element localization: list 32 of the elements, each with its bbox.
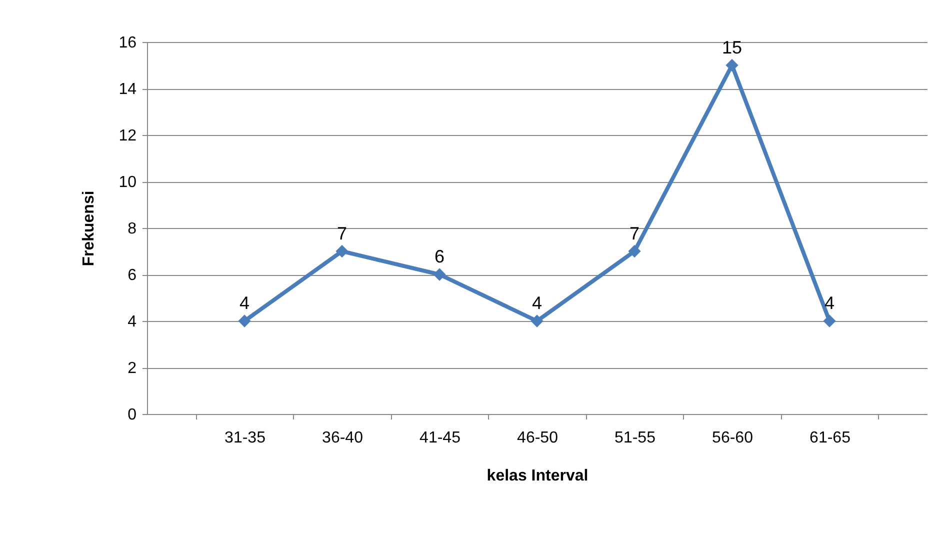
data-label: 7 <box>629 223 640 244</box>
point <box>823 314 836 328</box>
x-tick-label: 36-40 <box>322 430 364 446</box>
x-tick-label: 51-55 <box>614 430 656 446</box>
y-tick-label: 6 <box>128 267 137 284</box>
data-label: 6 <box>434 246 445 266</box>
point <box>433 268 446 281</box>
point <box>336 244 348 258</box>
data-label: 7 <box>336 223 348 244</box>
x-axis-title: kelas Interval <box>486 468 588 484</box>
data-label: 15 <box>722 37 742 58</box>
y-tick-label: 16 <box>118 34 137 52</box>
x-tick-label: 41-45 <box>420 430 461 446</box>
x-tick-label: 46-50 <box>517 430 558 446</box>
y-tick-label: 12 <box>118 128 137 144</box>
x-tick-label: 56-60 <box>712 430 754 446</box>
data-label: 4 <box>824 293 835 313</box>
data-label: 4 <box>532 293 542 313</box>
y-tick-label: 8 <box>128 220 137 238</box>
y-tick-label: 14 <box>118 81 137 98</box>
y-tick-label: 10 <box>118 174 137 191</box>
data-label: 4 <box>239 293 250 313</box>
y-tick-label: 2 <box>128 360 137 377</box>
x-tick-label: 31-35 <box>224 430 266 446</box>
y-axis-title: Frekuensi <box>80 190 98 266</box>
point <box>238 314 251 328</box>
point <box>530 314 544 328</box>
point <box>726 58 738 72</box>
y-tick-label: 4 <box>128 314 137 330</box>
x-tick-label: 61-65 <box>810 430 851 446</box>
point <box>628 244 641 258</box>
y-tick-label: 0 <box>128 406 137 424</box>
